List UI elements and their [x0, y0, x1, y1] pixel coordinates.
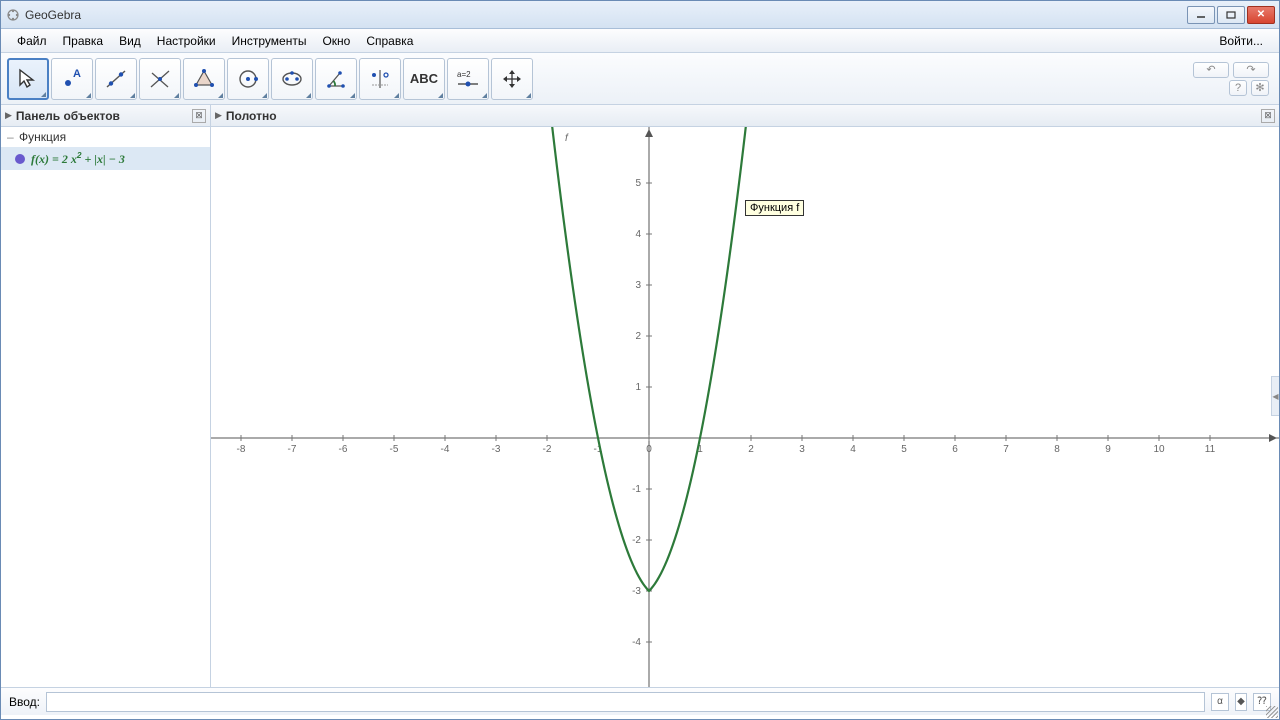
menu-edit[interactable]: Правка	[55, 31, 112, 51]
tree-function-item[interactable]: f(x) = 2 x2 + |x| − 3	[1, 147, 210, 170]
svg-text:-1: -1	[632, 484, 641, 495]
svg-text:5: 5	[901, 444, 907, 455]
tool-polygon[interactable]	[183, 58, 225, 100]
svg-text:2: 2	[748, 444, 754, 455]
tree-category[interactable]: Функция	[1, 127, 210, 147]
svg-text:7: 7	[1003, 444, 1009, 455]
svg-text:3: 3	[635, 280, 641, 291]
resize-grip-icon[interactable]	[1266, 706, 1278, 718]
tool-line[interactable]	[95, 58, 137, 100]
menu-tools[interactable]: Инструменты	[224, 31, 315, 51]
panel-toggle-icon[interactable]: ▶	[5, 110, 12, 121]
tool-circle[interactable]	[227, 58, 269, 100]
svg-text:-8: -8	[237, 444, 246, 455]
tool-point[interactable]: A	[51, 58, 93, 100]
toolbar: A ABC a=2 ↶ ↷ ? ✻	[1, 53, 1279, 105]
tool-perpendicular[interactable]	[139, 58, 181, 100]
canvas-close-icon[interactable]: ⊠	[1261, 109, 1275, 123]
help-button[interactable]: ?	[1229, 80, 1247, 96]
svg-text:3: 3	[799, 444, 805, 455]
function-expression: f(x) = 2 x2 + |x| − 3	[31, 150, 125, 167]
svg-text:10: 10	[1153, 444, 1165, 455]
alpha-button[interactable]: α	[1211, 693, 1229, 711]
minimize-button[interactable]	[1187, 6, 1215, 24]
redo-button[interactable]: ↷	[1233, 62, 1269, 78]
input-label: Ввод:	[9, 695, 40, 709]
svg-text:0: 0	[646, 444, 652, 455]
svg-text:-7: -7	[288, 444, 297, 455]
graphics-view[interactable]: ▶ Полотно ⊠ f-8-7-6-5-4-3-2-101234567891…	[211, 105, 1279, 687]
svg-text:-4: -4	[441, 444, 450, 455]
app-icon	[5, 7, 21, 23]
tool-slider[interactable]: a=2	[447, 58, 489, 100]
svg-text:-5: -5	[390, 444, 399, 455]
login-link[interactable]: Войти...	[1211, 31, 1271, 51]
svg-text:-6: -6	[339, 444, 348, 455]
input-bar: Ввод: α ◆ ⁇	[1, 687, 1279, 715]
svg-text:5: 5	[635, 178, 641, 189]
tool-reflect[interactable]	[359, 58, 401, 100]
menu-view[interactable]: Вид	[111, 31, 149, 51]
input-dropdown-icon[interactable]: ◆	[1235, 693, 1247, 711]
command-input[interactable]	[46, 692, 1205, 712]
maximize-button[interactable]	[1217, 6, 1245, 24]
visibility-toggle-icon[interactable]	[15, 154, 25, 164]
canvas-title: Полотно	[226, 109, 1261, 123]
menu-file[interactable]: Файл	[9, 31, 55, 51]
function-tooltip: Функция f	[745, 200, 804, 216]
window-title: GeoGebra	[25, 8, 1187, 22]
undo-button[interactable]: ↶	[1193, 62, 1229, 78]
close-button[interactable]: ✕	[1247, 6, 1275, 24]
svg-text:4: 4	[850, 444, 856, 455]
titlebar: GeoGebra ✕	[1, 1, 1279, 29]
canvas-toggle-icon[interactable]: ▶	[215, 110, 222, 121]
settings-button[interactable]: ✻	[1251, 80, 1269, 96]
tool-move[interactable]	[7, 58, 49, 100]
side-expand-handle[interactable]: ◀	[1271, 376, 1279, 416]
tool-move-view[interactable]	[491, 58, 533, 100]
tool-text[interactable]: ABC	[403, 58, 445, 100]
svg-text:6: 6	[952, 444, 958, 455]
algebra-panel: ▶ Панель объектов ⊠ Функция f(x) = 2 x2 …	[1, 105, 211, 687]
svg-text:-3: -3	[632, 586, 641, 597]
svg-text:4: 4	[635, 229, 641, 240]
svg-text:f: f	[565, 133, 569, 144]
svg-text:9: 9	[1105, 444, 1111, 455]
svg-text:8: 8	[1054, 444, 1060, 455]
panel-close-icon[interactable]: ⊠	[192, 109, 206, 123]
tool-ellipse[interactable]	[271, 58, 313, 100]
svg-text:-3: -3	[492, 444, 501, 455]
tool-angle[interactable]	[315, 58, 357, 100]
menubar: Файл Правка Вид Настройки Инструменты Ок…	[1, 29, 1279, 53]
panel-title: Панель объектов	[16, 109, 192, 123]
plot-canvas[interactable]: f-8-7-6-5-4-3-2-101234567891011-4-3-2-11…	[211, 105, 1279, 687]
svg-text:-4: -4	[632, 637, 641, 648]
svg-text:-2: -2	[543, 444, 552, 455]
svg-text:A: A	[73, 68, 81, 80]
svg-text:11: 11	[1205, 444, 1216, 455]
svg-text:1: 1	[635, 382, 641, 393]
svg-text:2: 2	[635, 331, 641, 342]
svg-text:a=2: a=2	[457, 70, 471, 79]
menu-settings[interactable]: Настройки	[149, 31, 224, 51]
svg-text:-2: -2	[632, 535, 641, 546]
menu-help[interactable]: Справка	[358, 31, 421, 51]
menu-window[interactable]: Окно	[314, 31, 358, 51]
